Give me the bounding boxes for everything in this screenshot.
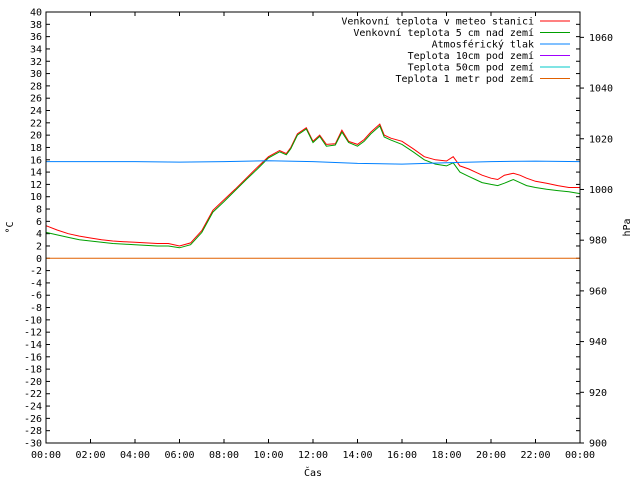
y-tick-label: -28	[24, 426, 42, 437]
plot-frame	[45, 11, 581, 444]
y-tick-label: 32	[30, 57, 42, 68]
y2-tick-label: 940	[589, 337, 607, 348]
y2-tick-label: 1000	[589, 185, 613, 196]
y2-tick-label: 1060	[589, 33, 613, 44]
y-tick-label: -12	[24, 328, 42, 339]
y-tick-label: -20	[24, 377, 42, 388]
y-tick-label: 0	[36, 254, 42, 265]
x-axis-label: Čas	[304, 466, 322, 479]
x-tick-label: 06:00	[164, 450, 194, 461]
y-tick-label: -2	[30, 266, 42, 277]
legend-entry-label: Teplota 50cm pod zemí	[408, 62, 534, 74]
x-tick-label: 12:00	[298, 450, 328, 461]
y2-tick-label: 960	[589, 286, 607, 297]
y2-tick-label: 1040	[589, 84, 613, 95]
x-tick-label: 20:00	[476, 450, 506, 461]
y-tick-label: -22	[24, 389, 42, 400]
y-tick-label: -26	[24, 414, 42, 425]
y-tick-label: 18	[30, 143, 42, 154]
y-tick-label: -14	[24, 340, 42, 351]
legend-entry-label: Teplota 10cm pod zemí	[408, 50, 534, 62]
x-tick-label: 00:00	[565, 450, 595, 461]
y-tick-label: 28	[30, 81, 42, 92]
x-tick-label: 10:00	[253, 450, 283, 461]
x-tick-label: 18:00	[431, 450, 461, 461]
x-tick-label: 04:00	[120, 450, 150, 461]
y-tick-label: 6	[36, 217, 42, 228]
x-tick-label: 02:00	[75, 450, 105, 461]
legend: Venkovní teplota v meteo staniciVenkovní…	[341, 16, 570, 85]
y-tick-label: 14	[30, 168, 42, 179]
y-tick-label: 12	[30, 180, 42, 191]
y-tick-label: 22	[30, 118, 42, 129]
y-axis-label: °C	[5, 221, 16, 233]
y-tick-label: 38	[30, 20, 42, 31]
y-tick-label: 40	[30, 8, 42, 19]
y-tick-label: -30	[24, 439, 42, 450]
y-tick-label: 26	[30, 94, 42, 105]
y2-tick-label: 900	[589, 439, 607, 450]
legend-entry-label: Teplota 1 metr pod zemí	[396, 73, 534, 85]
y-tick-label: 34	[30, 44, 42, 55]
y-tick-label: 10	[30, 192, 42, 203]
x-tick-label: 08:00	[209, 450, 239, 461]
y-tick-label: -8	[30, 303, 42, 314]
ticks-layer: 4038363432302826242220181614121086420-2-…	[24, 8, 613, 462]
x-tick-label: 00:00	[31, 450, 61, 461]
y2-axis-label: hPa	[622, 218, 633, 236]
legend-entry-label: Venkovní teplota 5 cm nad zemí	[353, 27, 534, 39]
y2-tick-label: 1020	[589, 134, 613, 145]
legend-entry-label: Atmosférický tlak	[432, 39, 534, 51]
y-tick-label: 30	[30, 69, 42, 80]
y-tick-label: -6	[30, 291, 42, 302]
y-tick-label: -16	[24, 352, 42, 363]
x-tick-label: 16:00	[387, 450, 417, 461]
y-tick-label: 24	[30, 106, 42, 117]
y-tick-label: 20	[30, 131, 42, 142]
series-layer	[45, 123, 581, 259]
legend-entry-label: Venkovní teplota v meteo stanici	[341, 16, 534, 28]
y-tick-label: 8	[36, 205, 42, 216]
y-tick-label: -24	[24, 402, 42, 413]
x-tick-label: 22:00	[520, 450, 550, 461]
x-tick-label: 14:00	[342, 450, 372, 461]
y-tick-label: 2	[36, 241, 42, 252]
y-tick-label: -18	[24, 365, 42, 376]
y2-tick-label: 920	[589, 388, 607, 399]
y2-tick-label: 980	[589, 236, 607, 247]
y-tick-label: -4	[30, 278, 42, 289]
y-tick-label: 36	[30, 32, 42, 43]
y-tick-label: 16	[30, 155, 42, 166]
series-line-1	[45, 125, 581, 249]
series-line-0	[45, 123, 580, 247]
series-line-2	[46, 160, 581, 165]
y-tick-label: 4	[36, 229, 42, 240]
y-tick-label: -10	[24, 315, 42, 326]
